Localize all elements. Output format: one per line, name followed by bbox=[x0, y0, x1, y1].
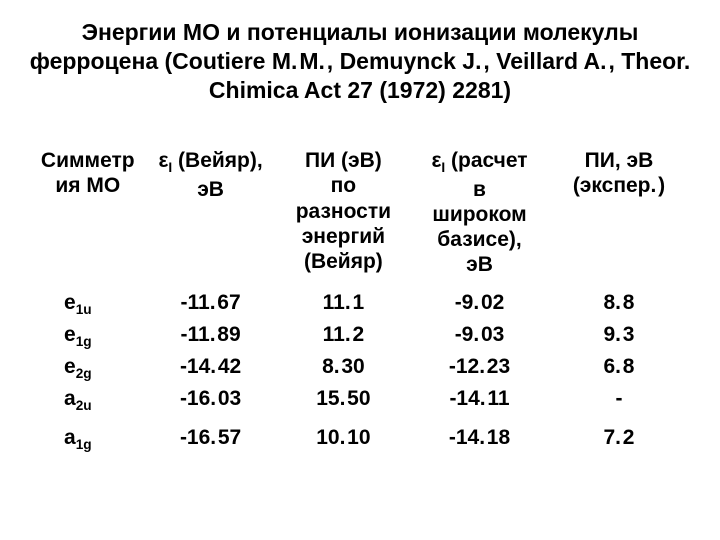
cell-symmetry: a1g bbox=[28, 416, 148, 455]
table-header-row: Симметр ия МО εI (Вейяр), эВ ПИ (эВ) по … bbox=[28, 144, 692, 287]
header-text: ε bbox=[158, 149, 168, 172]
cell-e-wide: -14. 11 bbox=[413, 384, 546, 416]
sym-sub: 1g bbox=[76, 334, 92, 349]
cell-pi-diff: 10. 10 bbox=[274, 416, 413, 455]
cell-pi-exp: 7. 2 bbox=[546, 416, 692, 455]
sym-sub: 2g bbox=[76, 366, 92, 381]
cell-symmetry: e2g bbox=[28, 352, 148, 384]
header-text: Симметр bbox=[41, 149, 135, 172]
sym-base: a bbox=[64, 426, 76, 449]
header-text: разности bbox=[296, 200, 391, 223]
cell-pi-exp: 8. 8 bbox=[546, 288, 692, 320]
header-text: (расчет bbox=[445, 149, 527, 172]
col-header-e-veillard: εI (Вейяр), эВ bbox=[148, 144, 274, 287]
sym-sub: 2u bbox=[76, 398, 92, 413]
sym-base: e bbox=[64, 291, 76, 314]
cell-e-veillard: -16. 03 bbox=[148, 384, 274, 416]
cell-e-wide: -9. 03 bbox=[413, 320, 546, 352]
table-row: a2u -16. 03 15. 50 -14. 11 - bbox=[28, 384, 692, 416]
col-header-symmetry: Симметр ия МО bbox=[28, 144, 148, 287]
cell-pi-exp: - bbox=[546, 384, 692, 416]
cell-pi-diff: 11. 2 bbox=[274, 320, 413, 352]
cell-symmetry: a2u bbox=[28, 384, 148, 416]
cell-e-wide: -14. 18 bbox=[413, 416, 546, 455]
header-text: по bbox=[331, 174, 357, 197]
header-text: в bbox=[473, 178, 486, 201]
cell-e-wide: -12. 23 bbox=[413, 352, 546, 384]
header-text: ПИ, эВ bbox=[585, 149, 654, 172]
sym-base: e bbox=[64, 355, 76, 378]
header-text: базисе), bbox=[437, 228, 521, 251]
cell-e-veillard: -16. 57 bbox=[148, 416, 274, 455]
col-header-pi-diff: ПИ (эВ) по разности энергий (Вейяр) bbox=[274, 144, 413, 287]
cell-pi-diff: 11. 1 bbox=[274, 288, 413, 320]
sym-base: a bbox=[64, 387, 76, 410]
sym-sub: 1g bbox=[76, 438, 92, 453]
cell-e-veillard: -14. 42 bbox=[148, 352, 274, 384]
cell-pi-exp: 9. 3 bbox=[546, 320, 692, 352]
table-row: e1u -11. 67 11. 1 -9. 02 8. 8 bbox=[28, 288, 692, 320]
cell-symmetry: e1u bbox=[28, 288, 148, 320]
header-text: (экспер. ) bbox=[573, 174, 665, 197]
table-row: e2g -14. 42 8. 30 -12. 23 6. 8 bbox=[28, 352, 692, 384]
cell-e-veillard: -11. 67 bbox=[148, 288, 274, 320]
cell-e-wide: -9. 02 bbox=[413, 288, 546, 320]
header-text: эВ bbox=[197, 178, 224, 201]
header-text: (Вейяр) bbox=[304, 250, 383, 273]
header-text: эВ bbox=[466, 253, 493, 276]
cell-pi-diff: 15. 50 bbox=[274, 384, 413, 416]
sym-sub: 1u bbox=[76, 302, 92, 317]
cell-e-veillard: -11. 89 bbox=[148, 320, 274, 352]
header-text: ПИ (эВ) bbox=[305, 149, 382, 172]
header-text: энергий bbox=[302, 225, 385, 248]
header-text: ε bbox=[431, 149, 441, 172]
table-row: a1g -16. 57 10. 10 -14. 18 7. 2 bbox=[28, 416, 692, 455]
cell-pi-diff: 8. 30 bbox=[274, 352, 413, 384]
page-title: Энергии МО и потенциалы ионизации молеку… bbox=[28, 18, 692, 104]
mo-energy-table: Симметр ия МО εI (Вейяр), эВ ПИ (эВ) по … bbox=[28, 144, 692, 455]
cell-symmetry: e1g bbox=[28, 320, 148, 352]
header-text: широком bbox=[432, 203, 526, 226]
cell-pi-exp: 6. 8 bbox=[546, 352, 692, 384]
col-header-e-wide: εI (расчет в широком базисе), эВ bbox=[413, 144, 546, 287]
header-text: ия МО bbox=[55, 174, 120, 197]
col-header-pi-exp: ПИ, эВ (экспер. ) bbox=[546, 144, 692, 287]
header-text: (Вейяр), bbox=[172, 149, 263, 172]
sym-base: e bbox=[64, 323, 76, 346]
table-row: e1g -11. 89 11. 2 -9. 03 9. 3 bbox=[28, 320, 692, 352]
page: Энергии МО и потенциалы ионизации молеку… bbox=[0, 0, 720, 540]
